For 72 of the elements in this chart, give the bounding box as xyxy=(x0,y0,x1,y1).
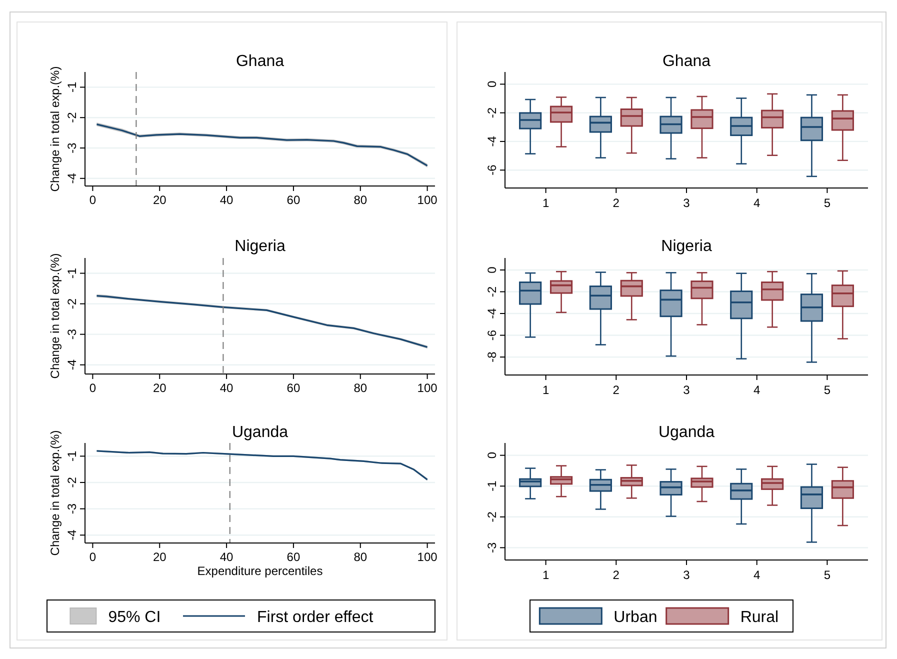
x-tick-label: 60 xyxy=(286,193,300,207)
x-tick-label: 3 xyxy=(683,196,690,210)
x-tick-label: 3 xyxy=(683,568,690,582)
y-tick-label: -3 xyxy=(65,503,79,514)
y-tick-label: -3 xyxy=(485,542,499,554)
x-tick-label: 100 xyxy=(417,381,438,395)
y-tick-label: -1 xyxy=(65,450,79,462)
y-tick-label: -4 xyxy=(65,529,79,540)
y-tick-label: -2 xyxy=(65,298,79,310)
x-tick-label: 60 xyxy=(286,381,300,395)
y-tick-label: 0 xyxy=(485,266,499,274)
x-tick-label: 40 xyxy=(220,193,234,207)
x-tick-label: 1 xyxy=(542,196,550,210)
x-axis-title: Expenditure percentiles xyxy=(197,564,323,578)
y-tick-label: -6 xyxy=(485,330,499,341)
x-tick-label: 1 xyxy=(542,383,550,397)
x-tick-label: 0 xyxy=(89,550,96,564)
chart-title: Nigeria xyxy=(234,238,286,255)
x-tick-label: 4 xyxy=(754,383,761,397)
x-tick-label: 5 xyxy=(824,568,831,582)
x-tick-label: 60 xyxy=(286,550,300,564)
x-tick-label: 0 xyxy=(89,193,96,207)
y-tick-label: -2 xyxy=(485,286,499,298)
legend-label: Rural xyxy=(740,609,779,626)
y-tick-label: -1 xyxy=(65,82,79,93)
legend-label: Urban xyxy=(614,609,658,626)
x-tick-label: 5 xyxy=(824,383,831,397)
x-tick-label: 100 xyxy=(417,550,438,564)
y-tick-label: -8 xyxy=(485,351,499,362)
x-tick-label: 80 xyxy=(354,193,368,207)
x-tick-label: 80 xyxy=(354,550,368,564)
legend-label: First order effect xyxy=(257,609,374,626)
x-tick-label: 0 xyxy=(89,381,96,395)
x-tick-label: 2 xyxy=(612,568,620,582)
y-tick-label: -2 xyxy=(485,107,499,118)
chart-title: Ghana xyxy=(236,53,284,70)
y-tick-label: -4 xyxy=(65,359,79,370)
x-tick-label: 40 xyxy=(220,381,234,395)
y-tick-label: -2 xyxy=(65,476,79,488)
x-tick-label: 4 xyxy=(754,196,761,210)
chart-title: Nigeria xyxy=(661,238,712,255)
y-tick-label: -2 xyxy=(65,112,79,123)
y-axis-title: Change in total exp.(%) xyxy=(48,253,62,379)
y-tick-label: -1 xyxy=(65,268,79,279)
x-tick-label: 40 xyxy=(220,550,234,564)
x-tick-label: 80 xyxy=(354,381,368,395)
x-tick-label: 20 xyxy=(152,193,167,207)
y-tick-label: -3 xyxy=(65,328,79,340)
y-tick-label: -4 xyxy=(485,308,499,319)
y-axis-title: Change in total exp.(%) xyxy=(48,66,62,192)
y-tick-label: -2 xyxy=(485,511,499,522)
y-tick-label: 0 xyxy=(485,452,499,459)
x-tick-label: 100 xyxy=(417,193,438,207)
y-axis-title: Change in total exp.(%) xyxy=(48,430,62,556)
x-tick-label: 20 xyxy=(152,550,167,564)
chart-title: Uganda xyxy=(658,424,715,441)
y-tick-label: 0 xyxy=(485,80,499,88)
y-tick-label: -1 xyxy=(485,480,499,492)
chart-title: Uganda xyxy=(232,424,288,441)
x-tick-label: 3 xyxy=(683,383,690,397)
y-tick-label: -6 xyxy=(485,164,499,176)
chart-title: Ghana xyxy=(662,53,711,70)
x-tick-label: 1 xyxy=(542,568,550,582)
x-tick-label: 5 xyxy=(824,196,831,210)
text: 95% CI xyxy=(108,609,161,626)
x-tick-label: 20 xyxy=(152,381,167,395)
y-tick-label: -4 xyxy=(485,136,499,147)
y-tick-label: -4 xyxy=(65,172,79,184)
x-tick-label: 2 xyxy=(612,383,620,397)
y-tick-label: -3 xyxy=(65,142,79,154)
x-tick-label: 2 xyxy=(612,196,620,210)
x-tick-label: 4 xyxy=(754,568,761,582)
